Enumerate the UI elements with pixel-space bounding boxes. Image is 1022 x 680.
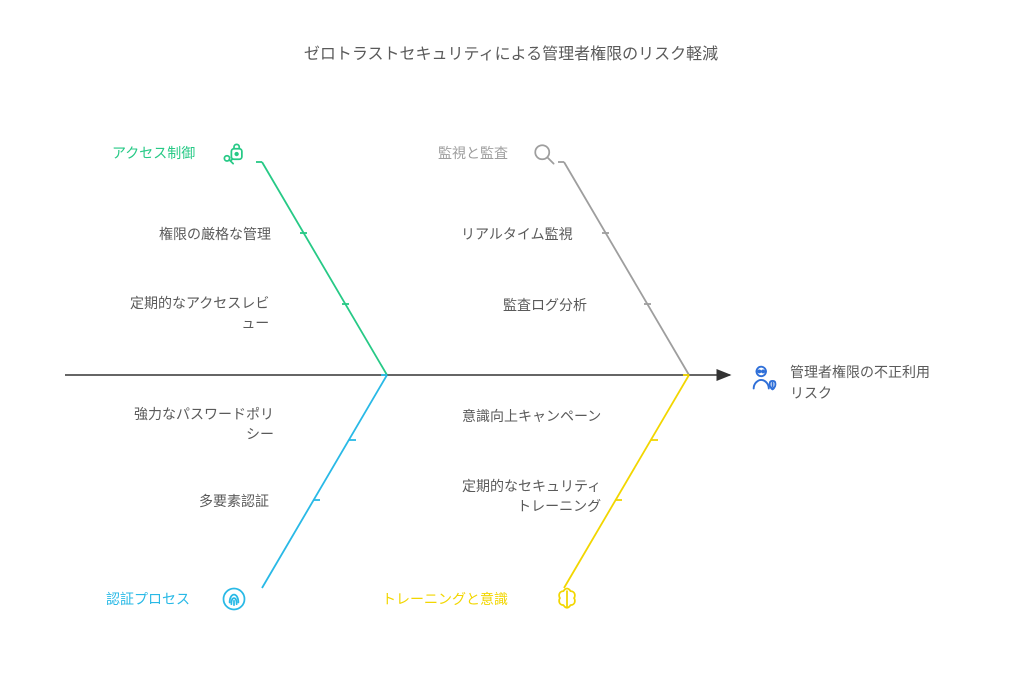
lock-key-icon [220,140,248,168]
fishbone-svg [0,0,1022,680]
item-label-training-1: 定期的なセキュリティトレーニング [462,477,601,516]
head-label-line2: リスク [790,385,832,401]
head-label-line1: 管理者権限の不正利用 [790,364,930,380]
item-label-access-control-1: 定期的なアクセスレビュー [130,294,269,333]
bone-authentication [262,375,387,588]
item-label-training-0: 意識向上キャンペーン [462,407,601,427]
head-label: 管理者権限の不正利用 リスク [790,362,930,404]
category-label-monitoring: 監視と監査 [438,144,508,164]
item-label-authentication-0: 強力なパスワードポリシー [134,405,274,444]
category-label-access-control: アクセス制御 [112,144,195,164]
item-label-monitoring-1: 監査ログ分析 [503,296,587,316]
item-label-monitoring-0: リアルタイム監視 [461,225,573,245]
bone-monitoring [564,162,689,375]
category-label-authentication: 認証プロセス [106,590,190,610]
fingerprint-icon [220,585,248,613]
category-label-training: トレーニングと意識 [382,590,508,610]
item-label-authentication-1: 多要素認証 [199,492,269,512]
bone-access-control [262,162,387,375]
magnifier-icon [530,140,558,168]
admin-risk-icon [748,362,782,396]
brain-icon [553,585,581,613]
item-label-access-control-0: 権限の厳格な管理 [159,225,271,245]
